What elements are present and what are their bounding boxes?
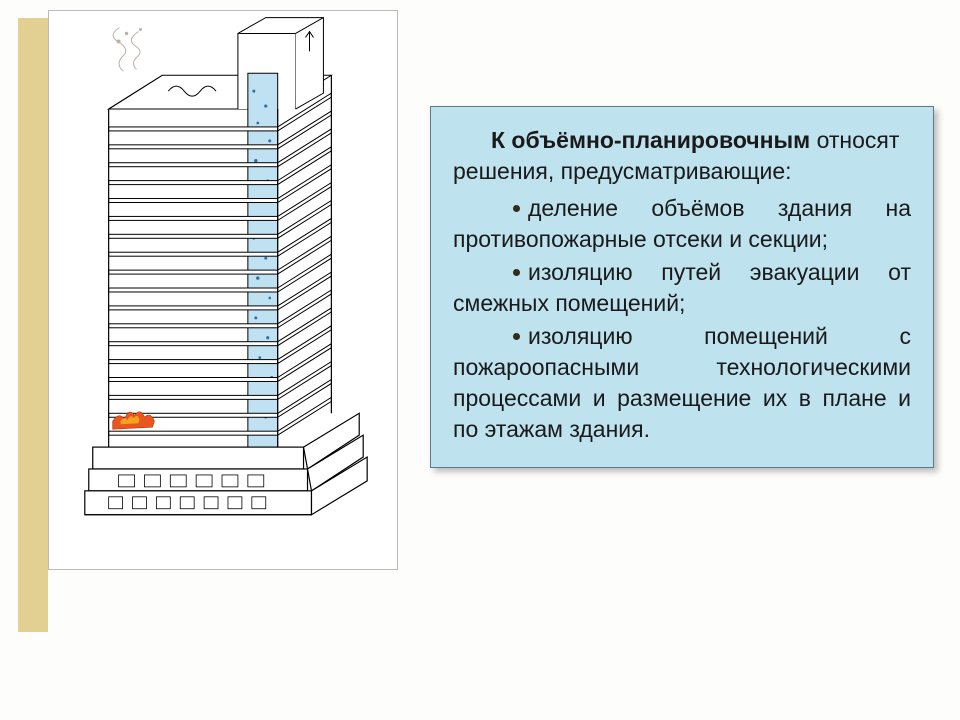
building-svg bbox=[49, 11, 397, 569]
bullet-icon bbox=[513, 269, 520, 276]
bullet-item: изоляцию путей эвакуации от смежных поме… bbox=[453, 257, 911, 319]
building-illustration bbox=[48, 10, 398, 570]
bullet-icon bbox=[513, 205, 520, 212]
bullet-list: деление объёмов здания на противопожарны… bbox=[453, 193, 911, 445]
bullet-item: деление объёмов здания на противопожарны… bbox=[453, 193, 911, 255]
bullet-text: деление объёмов здания на противопожарны… bbox=[453, 195, 911, 252]
bullet-text: изоляцию помещений с пожароопасными техн… bbox=[453, 323, 911, 442]
bullet-text: изоляцию путей эвакуации от смежных поме… bbox=[453, 259, 911, 316]
intro-bold: К объёмно-планировочным bbox=[491, 127, 810, 153]
bullet-item: изоляцию помещений с пожароопасными техн… bbox=[453, 321, 911, 445]
left-border-strip bbox=[18, 18, 48, 632]
intro-paragraph: К объёмно-планировочным относят решения,… bbox=[453, 125, 911, 187]
bullet-icon bbox=[513, 333, 520, 340]
text-panel: К объёмно-планировочным относят решения,… bbox=[430, 106, 934, 468]
